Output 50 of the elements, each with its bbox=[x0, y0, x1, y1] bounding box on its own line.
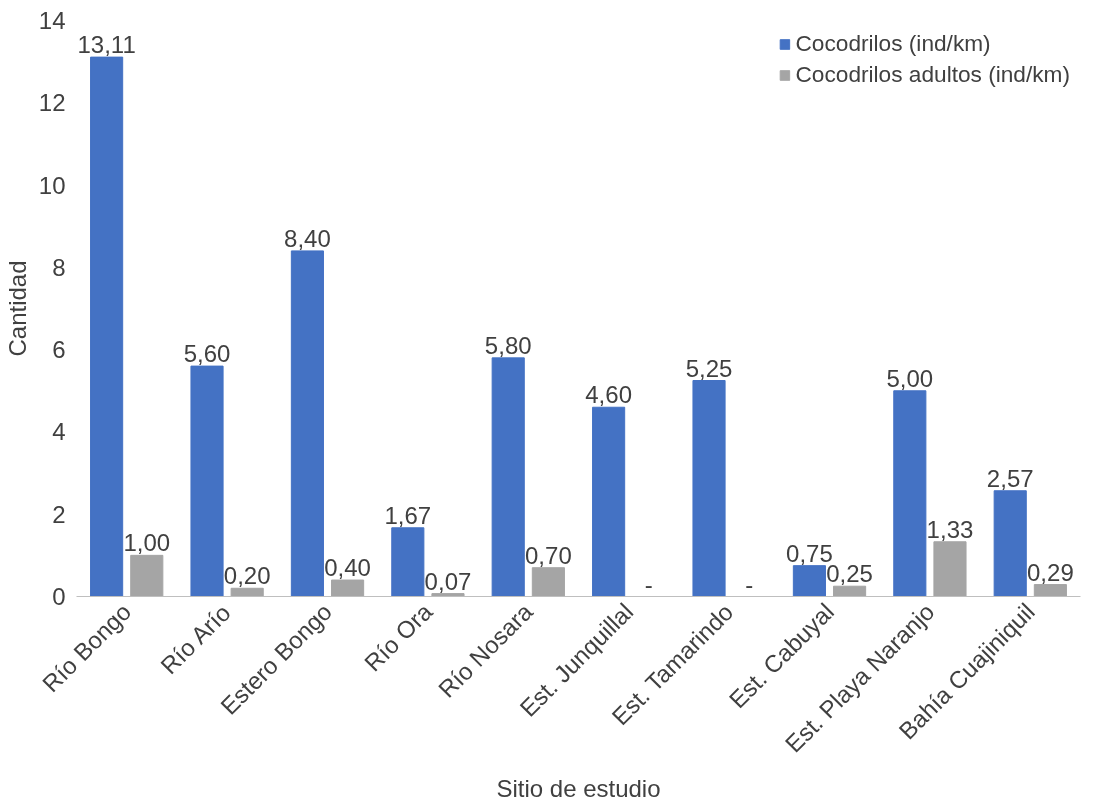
data-label: 0,20 bbox=[223, 562, 271, 590]
bar bbox=[993, 490, 1027, 597]
data-label: 5,60 bbox=[183, 340, 231, 368]
x-tick-label: Río Arío bbox=[155, 598, 236, 680]
legend-label: Cocodrilos adultos (ind/km) bbox=[795, 61, 1070, 88]
y-tick-label: 0 bbox=[52, 583, 66, 610]
x-axis-title: Sitio de estudio bbox=[496, 775, 661, 803]
data-label: 5,80 bbox=[484, 331, 532, 359]
data-label: 1,00 bbox=[123, 529, 171, 557]
bar bbox=[531, 567, 565, 597]
data-label: 0,40 bbox=[324, 554, 371, 582]
data-label: 1,33 bbox=[926, 515, 974, 543]
data-label: 2,57 bbox=[986, 464, 1034, 492]
bar bbox=[290, 250, 324, 597]
bar bbox=[833, 585, 867, 597]
bar bbox=[190, 365, 224, 597]
bar bbox=[792, 565, 826, 597]
data-label: 0,70 bbox=[525, 541, 572, 569]
legend-label: Cocodrilos (ind/km) bbox=[795, 30, 991, 57]
text: - bbox=[745, 570, 754, 598]
data-label: 8,40 bbox=[284, 224, 331, 252]
bar bbox=[90, 56, 124, 597]
y-tick-label: 8 bbox=[52, 253, 66, 281]
text: - bbox=[644, 570, 653, 598]
y-axis-title: Cantidad bbox=[3, 260, 31, 357]
bar bbox=[1033, 584, 1067, 597]
bar bbox=[692, 380, 726, 597]
y-tick-label: 6 bbox=[52, 336, 66, 364]
bar bbox=[491, 357, 525, 597]
bar bbox=[893, 390, 927, 597]
bar bbox=[592, 406, 626, 597]
bar bbox=[331, 579, 365, 597]
data-label: 5,00 bbox=[886, 364, 934, 392]
y-tick-label: 12 bbox=[38, 89, 66, 117]
y-tick-label: 14 bbox=[38, 7, 66, 34]
bar bbox=[431, 593, 465, 597]
data-label: 5,25 bbox=[685, 354, 733, 382]
y-tick-label: 4 bbox=[52, 418, 66, 446]
data-label: 4,60 bbox=[585, 381, 632, 409]
data-label: 13,11 bbox=[77, 31, 136, 59]
bar bbox=[130, 554, 164, 597]
data-label: 0,07 bbox=[424, 567, 472, 595]
bar bbox=[230, 587, 264, 597]
y-tick-label: 2 bbox=[52, 500, 66, 528]
x-tick-label: Río Ora bbox=[358, 597, 438, 677]
data-label: 1,67 bbox=[384, 501, 432, 529]
data-label: 0,29 bbox=[1027, 558, 1074, 586]
bar bbox=[933, 541, 967, 597]
y-tick-label: 10 bbox=[38, 171, 66, 199]
bar bbox=[391, 527, 425, 597]
